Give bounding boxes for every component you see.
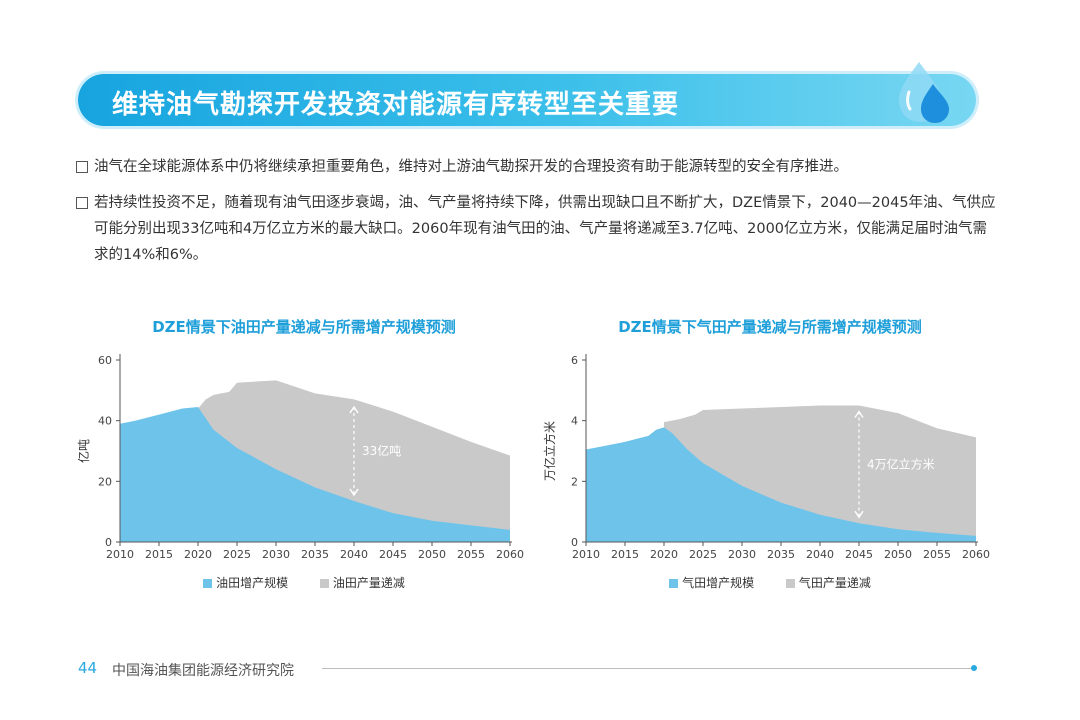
y-tick-label: 60 bbox=[98, 354, 112, 367]
x-tick-label: 2035 bbox=[301, 548, 329, 561]
y-axis-label: 万亿立方米 bbox=[542, 421, 557, 481]
annotation-label: 33亿吨 bbox=[362, 443, 401, 458]
y-tick-label: 4 bbox=[571, 415, 578, 428]
legend-swatch bbox=[785, 579, 795, 588]
legend-item: 油田产量递减 bbox=[319, 574, 405, 591]
page-title: 维持油气勘探开发投资对能源有序转型至关重要 bbox=[112, 90, 680, 120]
x-tick-label: 2010 bbox=[106, 548, 134, 561]
x-tick-label: 2020 bbox=[184, 548, 212, 561]
y-tick-label: 6 bbox=[571, 354, 578, 367]
x-tick-label: 2035 bbox=[767, 548, 795, 561]
title-banner: 维持油气勘探开发投资对能源有序转型至关重要 bbox=[78, 74, 976, 126]
legend-label: 气田增产规模 bbox=[682, 576, 755, 590]
organization-name: 中国海油集团能源经济研究院 bbox=[112, 663, 294, 679]
page-number: 44 bbox=[78, 659, 98, 677]
page-footer: 44 中国海油集团能源经济研究院 bbox=[78, 659, 978, 679]
footer-dot-icon bbox=[971, 665, 977, 671]
x-tick-label: 2055 bbox=[923, 548, 951, 561]
legend-label: 油田产量递减 bbox=[332, 576, 405, 590]
x-tick-label: 2025 bbox=[223, 548, 251, 561]
legend-item: 油田增产规模 bbox=[203, 574, 288, 591]
checkbox-square-icon bbox=[76, 161, 88, 173]
y-axis-label: 亿吨 bbox=[76, 439, 91, 463]
chart-title: DZE情景下油田产量递减与所需增产规模预测 bbox=[152, 318, 456, 336]
x-tick-label: 2040 bbox=[806, 548, 834, 561]
y-tick-label: 20 bbox=[98, 475, 112, 488]
arrow-down-icon bbox=[854, 510, 864, 519]
chart-title: DZE情景下气田产量递减与所需增产规模预测 bbox=[618, 318, 922, 336]
chart-legend: 气田增产规模 气田产量递减 bbox=[540, 574, 1000, 591]
x-tick-label: 2040 bbox=[340, 548, 368, 561]
water-drop-icon bbox=[899, 62, 949, 123]
x-tick-label: 2055 bbox=[457, 548, 485, 561]
y-tick-label: 0 bbox=[571, 536, 578, 549]
bullet-item: 油气在全球能源体系中仍将继续承担重要角色，维持对上游油气勘探开发的合理投资有助于… bbox=[76, 154, 996, 180]
x-tick-label: 2060 bbox=[962, 548, 990, 561]
bullet-item: 若持续性投资不足，随着现有油气田逐步衰竭，油、气产量将持续下降，供需出现缺口且不… bbox=[76, 190, 996, 268]
x-tick-label: 2010 bbox=[572, 548, 600, 561]
x-tick-label: 2030 bbox=[728, 548, 756, 561]
checkbox-square-icon bbox=[76, 197, 88, 209]
area-series bbox=[120, 407, 510, 542]
legend-swatch bbox=[669, 579, 679, 588]
y-tick-label: 40 bbox=[98, 415, 112, 428]
annotation-label: 4万亿立方米 bbox=[867, 456, 935, 471]
bullet-text: 油气在全球能源体系中仍将继续承担重要角色，维持对上游油气勘探开发的合理投资有助于… bbox=[94, 159, 848, 175]
arrow-down-icon bbox=[349, 488, 359, 497]
x-tick-label: 2045 bbox=[379, 548, 407, 561]
legend-item: 气田增产规模 bbox=[669, 574, 754, 591]
legend-label: 油田增产规模 bbox=[216, 576, 289, 590]
gas-chart: DZE情景下气田产量递减与所需增产规模预测 4万亿立方米 0 2 4 6 2010 2015… bbox=[540, 316, 1000, 596]
x-tick-label: 2020 bbox=[650, 548, 678, 561]
arrow-up-icon bbox=[349, 405, 359, 414]
x-tick-label: 2030 bbox=[262, 548, 290, 561]
x-tick-label: 2060 bbox=[496, 548, 524, 561]
y-tick-label: 2 bbox=[571, 475, 578, 488]
legend-swatch bbox=[203, 579, 213, 588]
bullet-list: 油气在全球能源体系中仍将继续承担重要角色，维持对上游油气勘探开发的合理投资有助于… bbox=[76, 154, 996, 278]
x-tick-label: 2025 bbox=[689, 548, 717, 561]
x-tick-label: 2050 bbox=[884, 548, 912, 561]
legend-label: 气田产量递减 bbox=[798, 576, 871, 590]
x-tick-label: 2015 bbox=[611, 548, 639, 561]
y-tick-label: 0 bbox=[105, 536, 112, 549]
bullet-text: 若持续性投资不足，随着现有油气田逐步衰竭，油、气产量将持续下降，供需出现缺口且不… bbox=[94, 195, 996, 263]
legend-item: 气田产量递减 bbox=[785, 574, 871, 591]
arrow-up-icon bbox=[854, 410, 864, 418]
oil-chart: DZE情景下油田产量递减与所需增产规模预测 33亿吨 0 20 40 60 2010 201… bbox=[74, 316, 534, 596]
footer-divider bbox=[322, 668, 972, 669]
legend-swatch bbox=[319, 579, 329, 588]
x-tick-label: 2015 bbox=[145, 548, 173, 561]
chart-legend: 油田增产规模 油田产量递减 bbox=[74, 574, 534, 591]
gas-chart-plot: 4万亿立方米 0 2 4 6 2010 2015 2020 2025 2030 2035 2040 20… bbox=[542, 354, 990, 561]
area-series bbox=[586, 427, 976, 542]
x-tick-label: 2045 bbox=[845, 548, 873, 561]
x-tick-label: 2050 bbox=[418, 548, 446, 561]
